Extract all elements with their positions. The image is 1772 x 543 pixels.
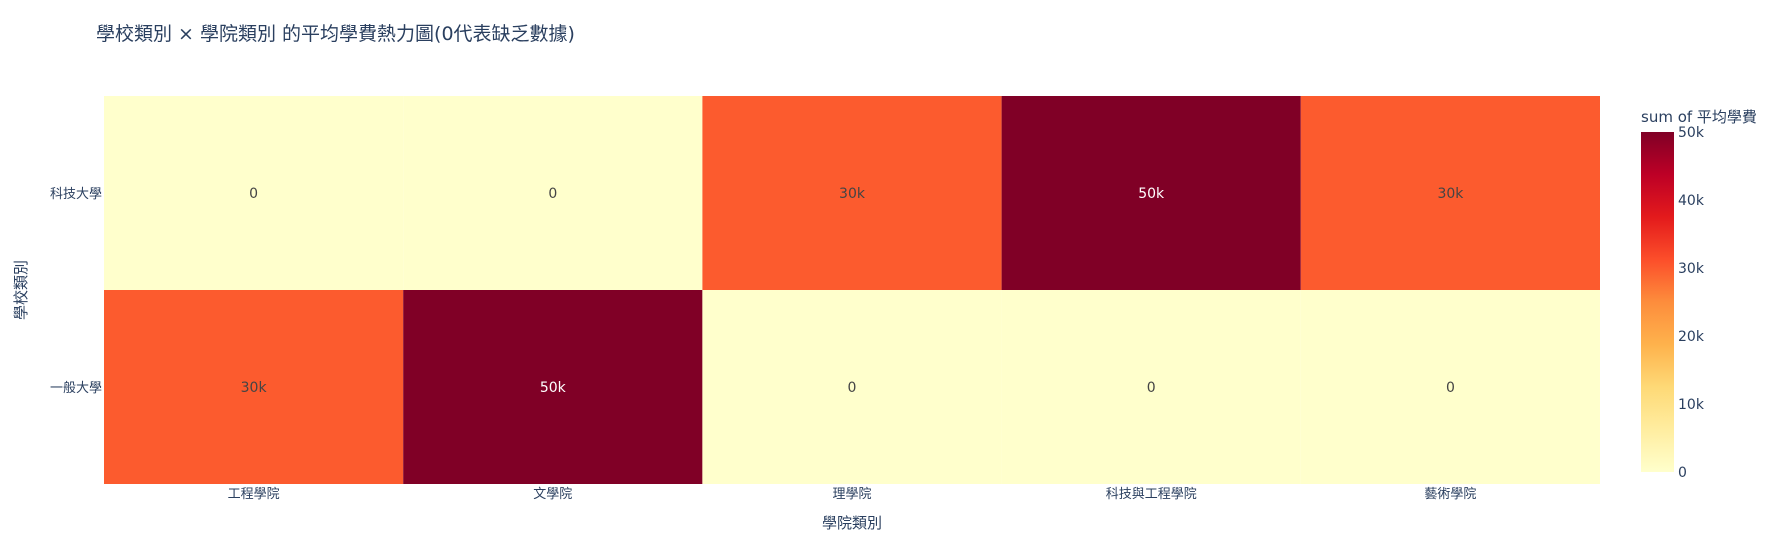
heatmap-cell [1001,290,1301,484]
x-tick-label: 科技與工程學院 [1106,487,1197,502]
heatmap-cell [104,96,404,290]
x-tick-label: 文學院 [533,487,572,502]
heatmap-cell [1300,96,1600,290]
chart-title: 學校類別 × 學院類別 的平均學費熱力圖(0代表缺乏數據) [96,23,575,45]
heatmap-cell [702,96,1002,290]
colorbar [1641,132,1674,472]
heatmap-cell [403,96,703,290]
heatmap-cell [104,290,404,484]
cell-value-label: 30k [241,380,268,396]
x-tick-label: 工程學院 [228,487,280,502]
heatmap-cell-labels: 0 0 30k 50k 30k 30k 50k 0 0 0 [241,186,1465,396]
colorbar-tick-label: 10k [1678,397,1705,413]
cell-value-label: 0 [249,186,258,202]
cell-value-label: 30k [1437,186,1464,202]
x-tick-label: 理學院 [832,487,871,502]
colorbar-tick-label: 50k [1678,125,1705,141]
colorbar-ticks: 0 10k 20k 30k 40k 50k [1678,125,1705,481]
y-axis-title: 學校類別 [12,260,30,320]
heatmap-cell [403,290,703,484]
colorbar-title: sum of 平均學費 [1641,108,1757,126]
colorbar-tick-label: 40k [1678,193,1705,209]
y-tick-label: 科技大學 [50,187,102,202]
y-tick-label: 一般大學 [50,380,102,396]
x-axis-ticks: 工程學院 文學院 理學院 科技與工程學院 藝術學院 [228,487,1477,502]
heatmap-cells [104,96,1600,484]
colorbar-tick-label: 30k [1678,261,1705,277]
cell-value-label: 0 [1147,380,1156,396]
cell-value-label: 0 [848,380,857,396]
cell-value-label: 50k [1138,186,1165,202]
colorbar-tick-label: 0 [1678,465,1687,481]
heatmap-cell [702,290,1002,484]
heatmap-cell [1300,290,1600,484]
x-tick-label: 藝術學院 [1424,487,1476,502]
cell-value-label: 0 [548,186,557,202]
cell-value-label: 30k [839,186,866,202]
cell-value-label: 0 [1446,380,1455,396]
heatmap-cell [1001,96,1301,290]
cell-value-label: 50k [540,380,567,396]
colorbar-tick-label: 20k [1678,329,1705,345]
x-axis-title: 學院類別 [822,514,882,532]
